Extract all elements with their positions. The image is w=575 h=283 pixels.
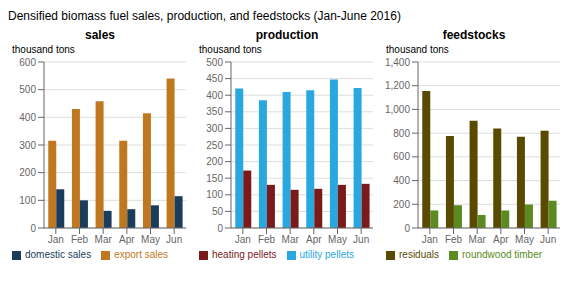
svg-text:100: 100 bbox=[206, 189, 223, 200]
svg-text:250: 250 bbox=[206, 140, 223, 151]
svg-text:Mar: Mar bbox=[95, 234, 113, 245]
svg-text:Jun: Jun bbox=[353, 234, 369, 245]
svg-text:Jun: Jun bbox=[166, 234, 182, 245]
html-text:Densified biomass fuel sales,: Densified biomass fuel sales, production… bbox=[8, 9, 401, 23]
svg-text:May: May bbox=[141, 234, 160, 245]
svg-text:400: 400 bbox=[19, 112, 36, 123]
svg-text:450: 450 bbox=[206, 73, 223, 84]
svg-text:200: 200 bbox=[206, 156, 223, 167]
svg-text:500: 500 bbox=[206, 57, 223, 68]
svg-text:Apr: Apr bbox=[493, 234, 509, 245]
svg-text:300: 300 bbox=[19, 140, 36, 151]
svg-text:Jun: Jun bbox=[540, 234, 556, 245]
svg-text:300: 300 bbox=[206, 123, 223, 134]
svg-text:Feb: Feb bbox=[445, 234, 463, 245]
svg-text:Mar: Mar bbox=[469, 234, 487, 245]
html-text:heating pellets: heating pellets bbox=[212, 249, 277, 260]
svg-text:150: 150 bbox=[206, 173, 223, 184]
svg-text:Mar: Mar bbox=[282, 234, 300, 245]
svg-text:Apr: Apr bbox=[119, 234, 135, 245]
svg-text:1,200: 1,200 bbox=[385, 80, 410, 91]
html-text:sales: sales bbox=[85, 28, 115, 42]
svg-text:0: 0 bbox=[30, 223, 36, 234]
svg-text:200: 200 bbox=[19, 167, 36, 178]
html-text:residuals: residuals bbox=[399, 249, 439, 260]
svg-text:Jan: Jan bbox=[48, 234, 64, 245]
html-text:export sales: export sales bbox=[114, 249, 169, 260]
svg-text:500: 500 bbox=[19, 84, 36, 95]
svg-text:100: 100 bbox=[19, 195, 36, 206]
svg-text:800: 800 bbox=[393, 128, 410, 139]
svg-text:Apr: Apr bbox=[306, 234, 322, 245]
svg-text:May: May bbox=[328, 234, 347, 245]
svg-text:1,400: 1,400 bbox=[385, 57, 410, 68]
svg-text:1,000: 1,000 bbox=[385, 104, 410, 115]
html-text:utility pellets: utility pellets bbox=[299, 249, 354, 260]
svg-text:Jan: Jan bbox=[422, 234, 438, 245]
svg-text:0: 0 bbox=[404, 223, 410, 234]
html-text:domestic sales: domestic sales bbox=[25, 249, 92, 260]
html-text:roundwood timber: roundwood timber bbox=[462, 249, 543, 260]
svg-text:0: 0 bbox=[217, 223, 223, 234]
html-text:thousand tons: thousand tons bbox=[12, 44, 75, 55]
svg-text:50: 50 bbox=[212, 206, 224, 217]
html-text:feedstocks: feedstocks bbox=[442, 28, 506, 42]
html-text:thousand tons: thousand tons bbox=[199, 44, 262, 55]
svg-text:May: May bbox=[515, 234, 534, 245]
svg-text:Feb: Feb bbox=[71, 234, 89, 245]
svg-text:Feb: Feb bbox=[258, 234, 276, 245]
svg-text:600: 600 bbox=[393, 151, 410, 162]
svg-text:350: 350 bbox=[206, 106, 223, 117]
html-text:production: production bbox=[255, 28, 319, 42]
svg-text:Jan: Jan bbox=[235, 234, 251, 245]
svg-text:600: 600 bbox=[19, 57, 36, 68]
svg-text:400: 400 bbox=[393, 175, 410, 186]
svg-text:400: 400 bbox=[206, 90, 223, 101]
svg-text:200: 200 bbox=[393, 199, 410, 210]
html-text:thousand tons: thousand tons bbox=[386, 44, 449, 55]
